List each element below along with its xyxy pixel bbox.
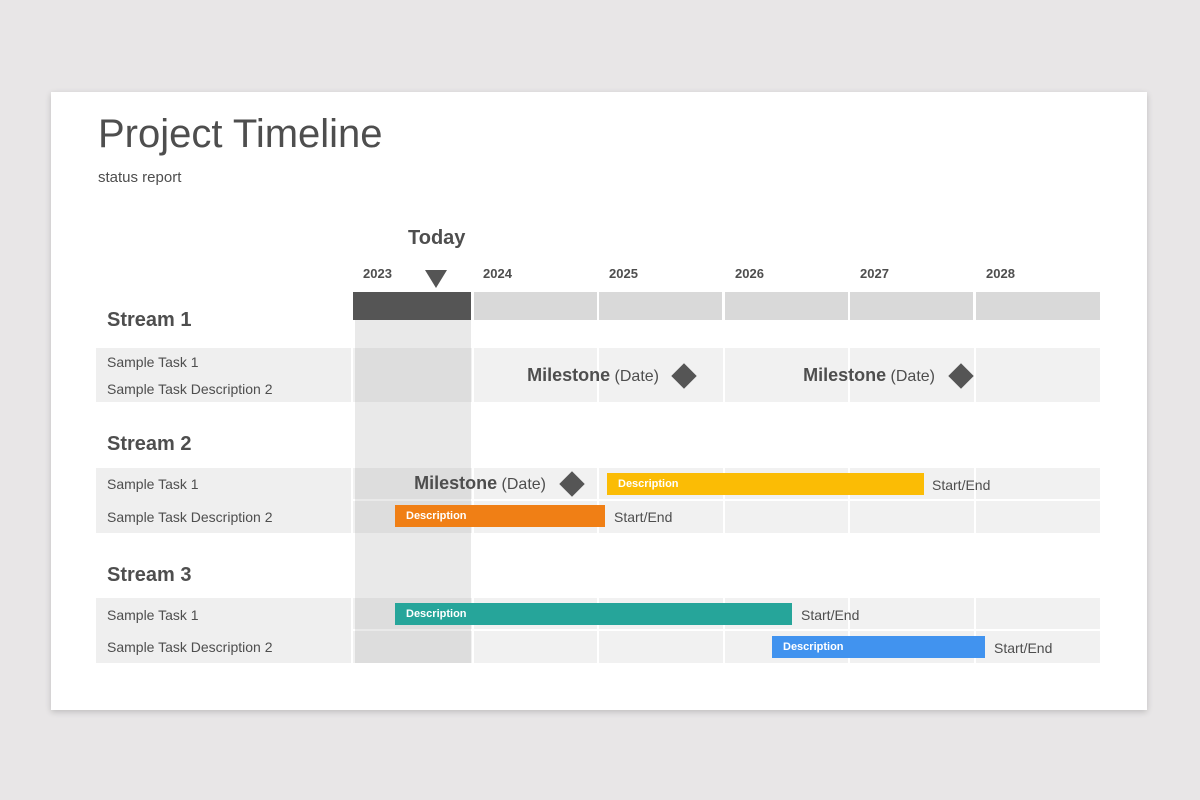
milestone-name: Milestone (527, 365, 611, 385)
task-label: Sample Task Description 2 (107, 381, 273, 397)
stream3-label-bg (96, 598, 351, 663)
year-cell-2023 (353, 292, 471, 320)
page-subtitle: status report (98, 169, 182, 186)
task-label: Sample Task Description 2 (107, 509, 273, 525)
milestone-name: Milestone (803, 365, 887, 385)
stream2-label-bg (96, 468, 351, 533)
milestone-date: (Date) (501, 476, 546, 493)
grid-line (848, 348, 850, 663)
milestone-label: Milestone (Date) (527, 365, 659, 386)
year-cell-2027 (850, 292, 973, 320)
timeline-slide: Project Timeline status report Today 202… (51, 92, 1147, 710)
year-cell-2025 (599, 292, 722, 320)
milestone-date: (Date) (614, 368, 659, 385)
task-label: Sample Task Description 2 (107, 639, 273, 655)
task-label: Sample Task 1 (107, 476, 199, 492)
stream-title: Stream 1 (107, 309, 192, 331)
task-bar[interactable]: Description (395, 603, 792, 625)
page-title: Project Timeline (98, 112, 383, 156)
bar-end-label: Start/End (614, 509, 673, 525)
task-label: Sample Task 1 (107, 354, 199, 370)
year-cell-2026 (725, 292, 848, 320)
year-label-2026: 2026 (735, 266, 764, 281)
bar-end-label: Start/End (801, 607, 860, 623)
task-bar[interactable]: Description (772, 636, 985, 658)
stream-title: Stream 2 (107, 433, 192, 455)
milestone-date: (Date) (890, 368, 935, 385)
stream-title: Stream 3 (107, 564, 192, 586)
year-cell-2024 (474, 292, 597, 320)
bar-end-label: Start/End (994, 640, 1053, 656)
milestone-name: Milestone (414, 473, 498, 493)
task-bar[interactable]: Description (395, 505, 605, 527)
year-label-2027: 2027 (860, 266, 889, 281)
milestone-label: Milestone (Date) (414, 473, 546, 494)
year-label-2028: 2028 (986, 266, 1015, 281)
year-label-2024: 2024 (483, 266, 512, 281)
year-label-2025: 2025 (609, 266, 638, 281)
year-cell-2028 (976, 292, 1100, 320)
grid-line (723, 348, 725, 663)
year-label-2023: 2023 (363, 266, 392, 281)
today-label: Today (408, 227, 466, 249)
grid-line (974, 348, 976, 663)
task-label: Sample Task 1 (107, 607, 199, 623)
task-bar[interactable]: Description (607, 473, 924, 495)
bar-end-label: Start/End (932, 477, 991, 493)
milestone-label: Milestone (Date) (803, 365, 935, 386)
stream1-label-bg (96, 348, 351, 402)
today-marker-icon (425, 270, 447, 288)
